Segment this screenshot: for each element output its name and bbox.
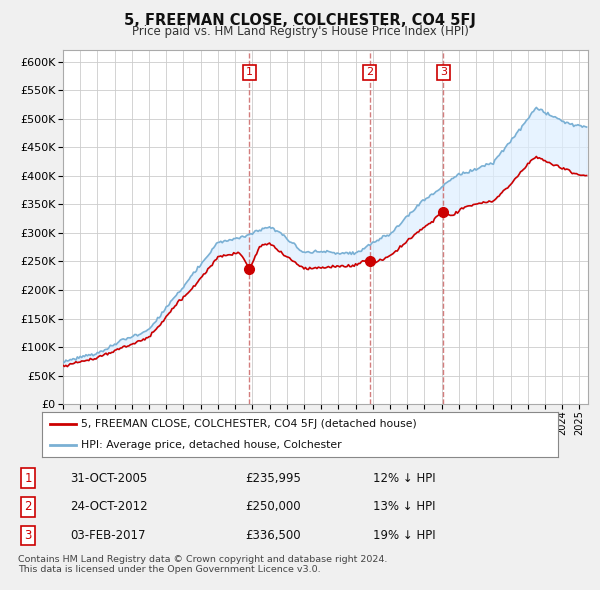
Text: 31-OCT-2005: 31-OCT-2005: [70, 471, 148, 484]
Text: £235,995: £235,995: [245, 471, 301, 484]
Text: Price paid vs. HM Land Registry's House Price Index (HPI): Price paid vs. HM Land Registry's House …: [131, 25, 469, 38]
Text: 1: 1: [246, 67, 253, 77]
Text: 13% ↓ HPI: 13% ↓ HPI: [373, 500, 436, 513]
Text: 03-FEB-2017: 03-FEB-2017: [70, 529, 146, 542]
Text: HPI: Average price, detached house, Colchester: HPI: Average price, detached house, Colc…: [80, 440, 341, 450]
Text: 24-OCT-2012: 24-OCT-2012: [70, 500, 148, 513]
Text: 2: 2: [366, 67, 373, 77]
Text: 12% ↓ HPI: 12% ↓ HPI: [373, 471, 436, 484]
Text: 2: 2: [25, 500, 32, 513]
Text: £250,000: £250,000: [245, 500, 301, 513]
Text: 5, FREEMAN CLOSE, COLCHESTER, CO4 5FJ (detached house): 5, FREEMAN CLOSE, COLCHESTER, CO4 5FJ (d…: [80, 419, 416, 429]
Text: Contains HM Land Registry data © Crown copyright and database right 2024.: Contains HM Land Registry data © Crown c…: [18, 555, 388, 563]
Text: 3: 3: [440, 67, 447, 77]
Text: £336,500: £336,500: [245, 529, 301, 542]
Text: 19% ↓ HPI: 19% ↓ HPI: [373, 529, 436, 542]
Text: 1: 1: [25, 471, 32, 484]
Text: 5, FREEMAN CLOSE, COLCHESTER, CO4 5FJ: 5, FREEMAN CLOSE, COLCHESTER, CO4 5FJ: [124, 13, 476, 28]
Text: 3: 3: [25, 529, 32, 542]
Text: This data is licensed under the Open Government Licence v3.0.: This data is licensed under the Open Gov…: [18, 565, 320, 574]
